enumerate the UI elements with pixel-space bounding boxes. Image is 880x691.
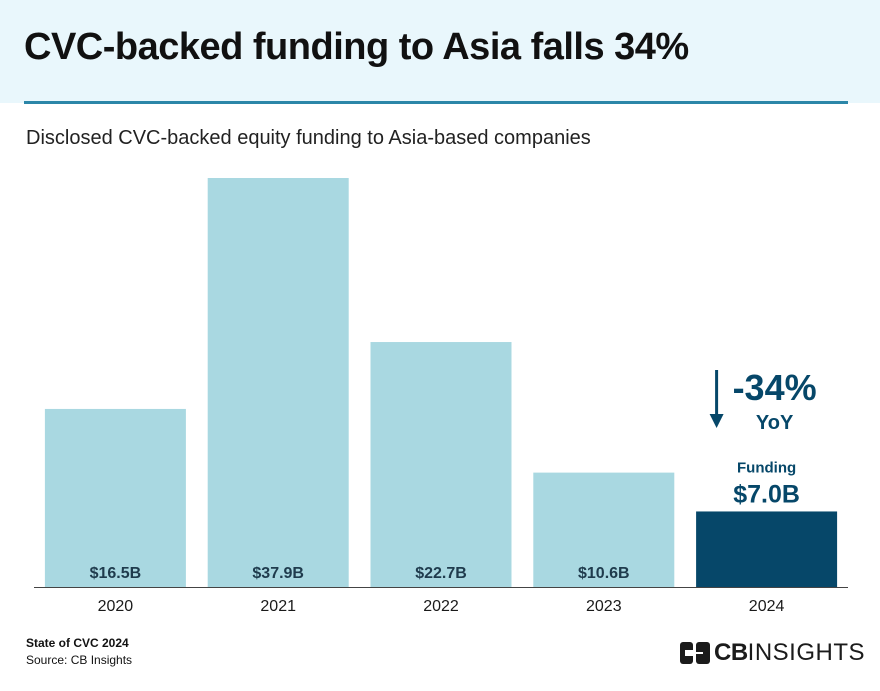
bar-2023: [533, 472, 675, 587]
x-tick-label-2021: 2021: [260, 598, 296, 615]
bar-value-label-2021: $37.9B: [252, 565, 304, 582]
x-tick-label-2022: 2022: [423, 598, 459, 615]
bar-value-label-2023: $10.6B: [578, 565, 630, 582]
x-tick-label-2023: 2023: [586, 598, 622, 615]
brand-logo: CB INSIGHTS: [680, 639, 866, 666]
report-name: State of CVC 2024: [26, 636, 129, 650]
bar-2024: [696, 511, 838, 587]
source-note: Source: CB Insights: [26, 653, 133, 667]
bar-2022: [370, 342, 512, 587]
bar-value-label-2020: $16.5B: [90, 565, 142, 582]
bar-2021: [207, 178, 349, 587]
chart-title: CVC-backed funding to Asia falls 34%: [24, 26, 689, 68]
bar-chart: 2020 $16.5B 2021 $37.9B 2022 $22.7B 2023 $10.6B…: [34, 178, 848, 615]
x-tick-label-2024: 2024: [749, 598, 785, 615]
highlight-bar-caption: Funding: [737, 459, 796, 476]
chart-subtitle: Disclosed CVC-backed equity funding to A…: [26, 127, 591, 149]
bar-2020: [44, 408, 186, 587]
brand-name-bold: CB: [714, 639, 748, 666]
bar-value-label-2024: $7.0B: [733, 480, 800, 508]
down-arrow-icon: [709, 414, 724, 428]
cb-insights-logo-icon: [680, 642, 710, 664]
brand-name-light: INSIGHTS: [747, 639, 866, 666]
yoy-change-label: YoY: [756, 412, 794, 434]
x-tick-label-2020: 2020: [98, 598, 134, 615]
header-band: [0, 0, 880, 103]
header-divider: [24, 101, 848, 104]
bar-value-label-2022: $22.7B: [415, 565, 467, 582]
yoy-change-value: -34%: [733, 367, 817, 408]
